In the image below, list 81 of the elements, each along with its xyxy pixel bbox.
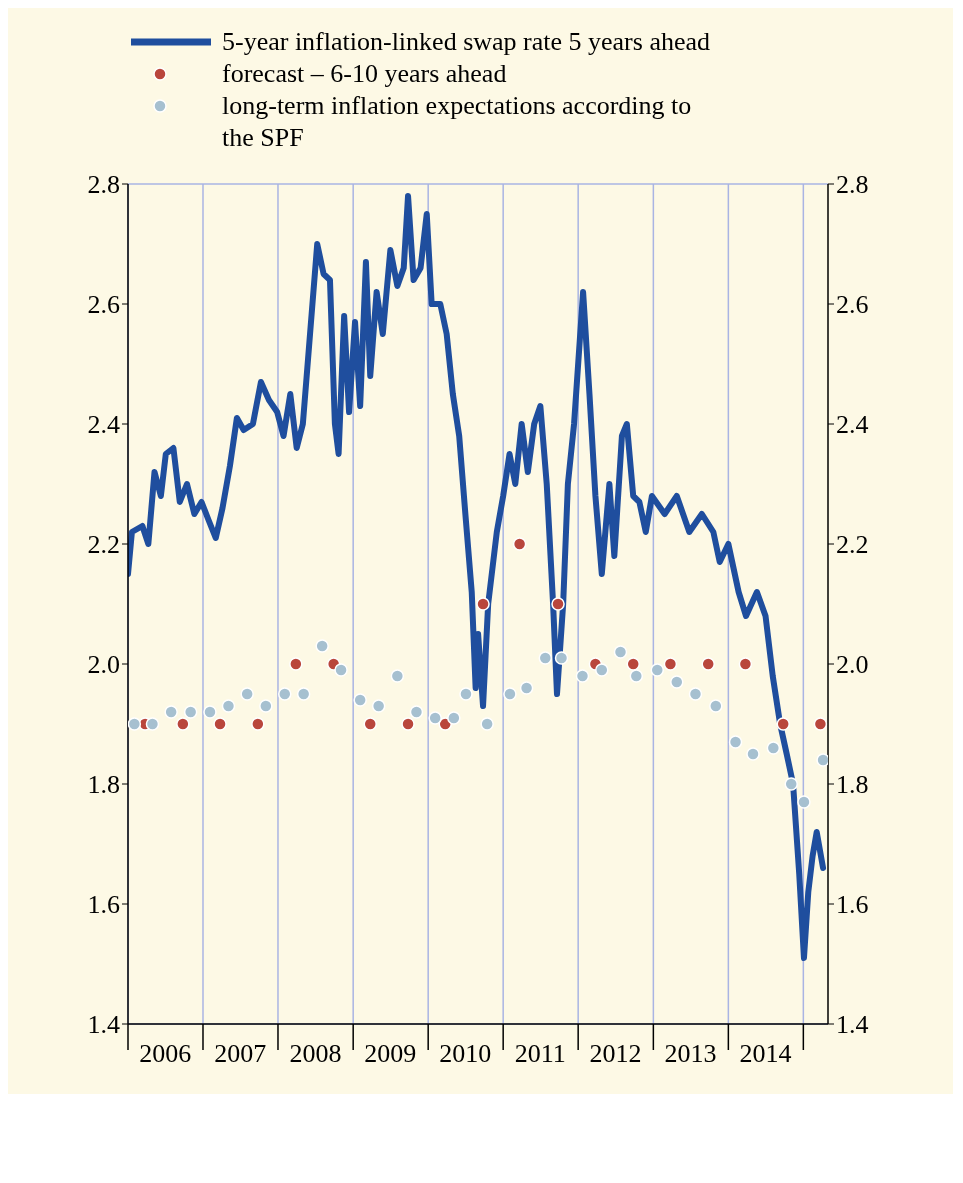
point <box>575 669 590 683</box>
point <box>538 651 553 665</box>
point <box>213 717 227 731</box>
x-tick-label: 2014 <box>739 1039 792 1068</box>
point <box>797 795 811 809</box>
point <box>289 657 303 671</box>
point <box>278 687 292 701</box>
x-tick-label: 2013 <box>664 1039 717 1068</box>
point <box>334 663 348 677</box>
x-tick-label: 2011 <box>514 1039 566 1068</box>
point <box>353 693 367 707</box>
point <box>746 747 760 761</box>
point <box>512 537 527 551</box>
point <box>164 705 178 719</box>
y-tick-label: 2.4 <box>87 410 120 440</box>
y2-tick-label: 2.6 <box>836 290 869 320</box>
point <box>663 657 678 671</box>
point <box>738 657 753 671</box>
point <box>371 699 386 713</box>
point <box>476 597 490 611</box>
point <box>203 705 217 719</box>
point <box>251 717 265 731</box>
point <box>519 681 534 695</box>
point <box>259 699 273 713</box>
y2-tick-label: 1.4 <box>836 1010 869 1040</box>
point <box>595 663 609 677</box>
point <box>688 687 703 701</box>
point <box>670 675 684 689</box>
point <box>315 639 329 653</box>
point <box>650 663 665 677</box>
point <box>784 777 798 791</box>
point <box>221 699 236 713</box>
point <box>145 717 160 731</box>
point <box>766 741 781 755</box>
x-tick-label: 2010 <box>439 1039 492 1068</box>
point <box>701 657 715 671</box>
y2-tick-label: 2.0 <box>836 650 869 680</box>
y2-tick-label: 1.6 <box>836 890 869 920</box>
point <box>551 597 565 611</box>
point <box>390 669 405 683</box>
point <box>626 657 640 671</box>
x-tick-label: 2012 <box>589 1039 642 1068</box>
y-tick-label: 2.0 <box>87 650 120 680</box>
y-tick-label: 2.6 <box>87 290 120 320</box>
point <box>816 753 828 767</box>
legend-label: 5-year inflation-linked swap rate 5 years ahead <box>221 26 711 58</box>
point <box>503 687 517 701</box>
point <box>813 717 828 731</box>
point <box>401 717 415 731</box>
x-tick-label: 2008 <box>289 1039 342 1068</box>
x-tick-label: 2007 <box>214 1039 267 1068</box>
legend-label: forecast – 6-10 years ahead <box>221 58 507 90</box>
legend-label: long-term inflation expectations according to the SPF <box>221 90 693 154</box>
point <box>363 717 377 731</box>
point <box>428 711 442 725</box>
point <box>176 717 190 731</box>
y-tick-label: 1.8 <box>87 770 120 800</box>
y2-tick-label: 2.2 <box>836 530 869 560</box>
point <box>709 699 723 713</box>
y2-tick-label: 2.4 <box>836 410 869 440</box>
point <box>240 687 254 701</box>
x-tick-label: 2009 <box>364 1039 417 1068</box>
point <box>459 687 473 701</box>
point <box>409 705 424 719</box>
y2-tick-label: 2.8 <box>836 170 869 200</box>
point <box>128 717 142 731</box>
point <box>447 711 461 725</box>
point <box>480 717 494 731</box>
point <box>296 687 311 701</box>
point <box>554 651 569 665</box>
point <box>728 735 743 749</box>
y-tick-label: 1.4 <box>87 1010 120 1040</box>
y-tick-label: 2.8 <box>87 170 120 200</box>
point <box>613 645 628 659</box>
y-tick-label: 1.6 <box>87 890 120 920</box>
point <box>629 669 644 683</box>
x-tick-label: 2006 <box>139 1039 192 1068</box>
point <box>183 705 198 719</box>
point <box>776 717 790 731</box>
y2-tick-label: 1.8 <box>836 770 869 800</box>
y-tick-label: 2.2 <box>87 530 120 560</box>
